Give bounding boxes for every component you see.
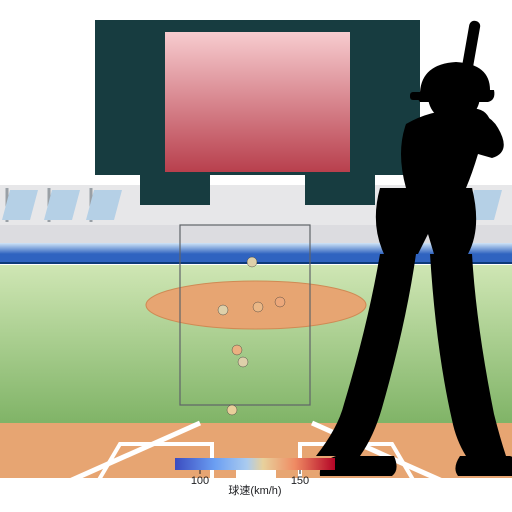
scoreboard-screen xyxy=(165,32,350,172)
colorbar-label: 球速(km/h) xyxy=(228,483,281,497)
colorbar-tick: 100 xyxy=(191,475,209,487)
pitch-marker xyxy=(238,357,248,367)
colorbar-tick: 150 xyxy=(291,475,309,487)
pitch-marker xyxy=(227,405,237,415)
pitch-marker xyxy=(247,257,257,267)
pitch-marker xyxy=(232,345,242,355)
pitch-location-chart: 100 150 球速(km/h) xyxy=(0,0,512,512)
pitch-marker xyxy=(253,302,263,312)
pitch-marker xyxy=(218,305,228,315)
pitch-marker xyxy=(275,297,285,307)
speed-colorbar xyxy=(175,458,335,470)
